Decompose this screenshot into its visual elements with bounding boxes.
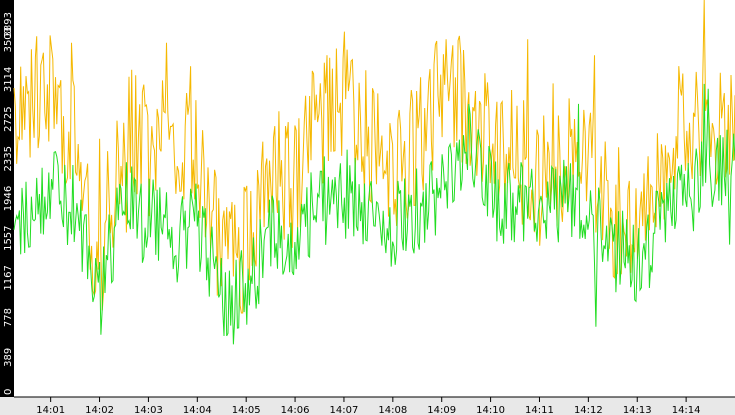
series-line-1: [13, 0, 735, 314]
y-tick-label: 389: [3, 348, 14, 367]
y-tick-label: 2335: [3, 146, 14, 171]
x-tick-label: 14:11: [525, 405, 554, 415]
series-layer: [13, 0, 735, 345]
x-tick-label: 14:02: [85, 405, 114, 415]
x-tick-label: 14:09: [427, 405, 456, 415]
x-tick-label: 14:10: [476, 405, 505, 415]
series-line-2: [13, 83, 735, 345]
y-tick-label: 1946: [3, 186, 14, 211]
x-tick-label: 14:07: [330, 405, 359, 415]
y-tick-label: 778: [3, 308, 14, 327]
x-tick-label: 14:08: [378, 405, 407, 415]
y-tick-label: 3114: [3, 67, 14, 92]
x-tick-label: 14:05: [232, 405, 261, 415]
x-tick-label: 14:03: [134, 405, 163, 415]
y-tick-label: 3503: [3, 27, 14, 52]
y-tick-label: 1167: [3, 265, 14, 290]
y-axis-band: [0, 0, 14, 415]
y-tick-label: 2725: [3, 106, 14, 131]
x-axis-ticks: 14:01 14:02 14:03 14:04 14:05 14:06 14:07 14:08…: [36, 397, 701, 415]
x-tick-label: 14:06: [281, 405, 310, 415]
x-axis-band: [0, 397, 735, 415]
x-tick-label: 14:01: [36, 405, 65, 415]
x-tick-label: 14:04: [183, 405, 212, 415]
y-tick-label: 3893: [3, 12, 14, 37]
x-tick-label: 14:14: [672, 405, 701, 415]
x-tick-label: 14:13: [623, 405, 652, 415]
x-tick-label: 14:12: [574, 405, 603, 415]
y-tick-label: 0: [3, 389, 14, 395]
y-tick-label: 1557: [3, 225, 14, 250]
